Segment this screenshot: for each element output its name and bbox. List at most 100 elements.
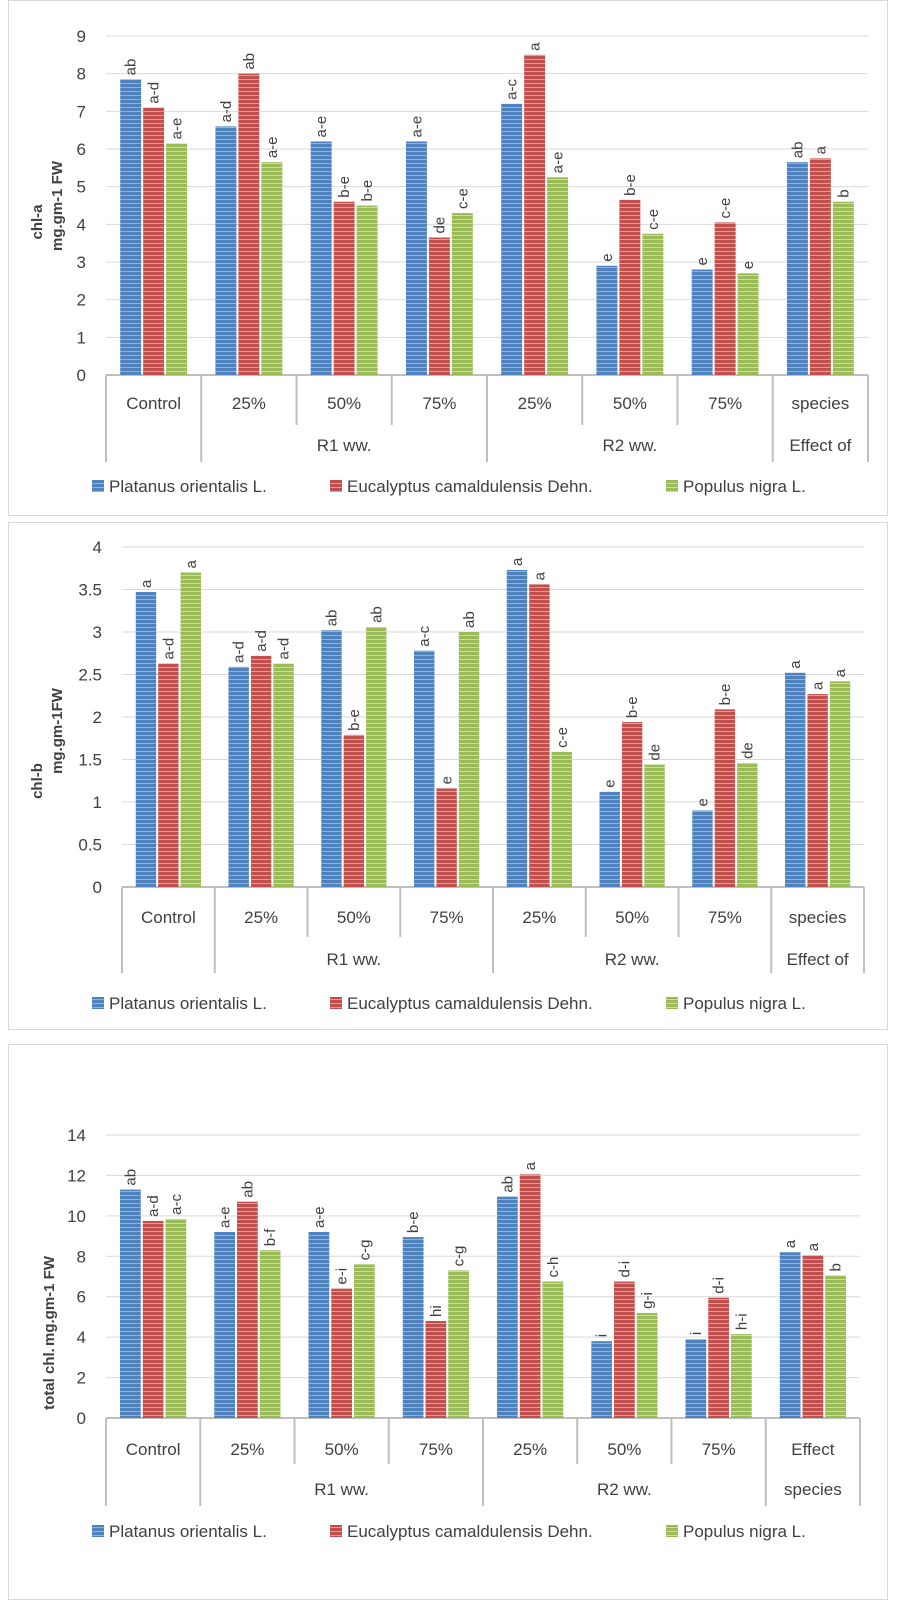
bar-platanus [591,1341,613,1418]
bar-eucalyptus [807,694,828,887]
data-label: a [812,145,829,154]
category-label: 50% [613,394,647,413]
category-label: 50% [607,1440,641,1459]
category-label: Control [126,1440,181,1459]
bar-platanus [321,630,342,887]
bar-eucalyptus [809,158,831,375]
data-label: b-e [359,180,376,202]
y-tick-label: 2 [77,291,86,310]
bar-platanus [786,162,808,375]
data-label: b-e [624,696,641,718]
data-label: c-e [454,188,471,209]
data-label: a-e [311,1206,328,1228]
legend-swatch-eucalyptus [330,997,342,1009]
bar-populus [356,205,378,375]
data-label: ab [241,53,258,70]
data-label: de [739,742,756,759]
bar-eucalyptus [331,1288,352,1418]
data-label: b-e [405,1211,422,1233]
category-label: 25% [513,1440,547,1459]
data-label: b-e [622,174,639,196]
bar-populus [451,213,473,375]
data-label: c-h [545,1257,562,1278]
data-label: a [138,579,155,588]
category-label: 25% [232,394,266,413]
data-label: c-e [645,209,662,230]
data-label: a [522,1161,539,1170]
category-label: Effect [791,1440,834,1459]
y-tick-label: 8 [77,1247,86,1266]
bar-populus [273,663,294,887]
y-tick-label: 1 [93,793,102,812]
y-tick-label: 4 [77,215,86,234]
y-axis-unit: mg.gm-1 FW [41,1255,58,1346]
category-label: 50% [325,1440,359,1459]
group-label: species [784,1480,842,1499]
data-label: a-d [276,638,293,660]
bar-populus [366,626,387,887]
data-label: c-e [554,727,571,748]
data-label: a-c [504,78,521,99]
bar-populus [825,1275,846,1418]
data-label: a [531,571,548,580]
legend-label-platanus: Platanus orientalis L. [109,1522,267,1541]
data-label: h-i [733,1313,750,1330]
data-label: a-d [253,630,270,652]
category-label: 75% [708,394,742,413]
y-tick-label: 3 [77,253,86,272]
bar-platanus [414,650,435,887]
bar-populus [542,1281,564,1418]
y-tick-label: 3 [93,623,102,642]
bar-eucalyptus [714,709,736,887]
y-tick-label: 0.5 [78,836,102,855]
legend-swatch-populus [666,997,678,1009]
y-tick-label: 9 [77,27,86,46]
data-label: c-g [451,1246,468,1267]
data-label: a [527,42,544,51]
data-label: de [647,744,664,761]
y-tick-label: 0 [77,366,86,385]
bar-platanus [135,592,157,887]
bar-platanus [120,79,142,376]
data-label: a-e [217,1206,234,1228]
legend-swatch-populus [666,480,678,492]
data-label: a-d [160,638,177,660]
category-label: 75% [430,908,464,927]
bar-platanus [785,672,806,887]
data-label: i [688,1332,705,1335]
data-label: a-c [168,1194,185,1215]
data-label: b-f [262,1228,279,1246]
legend-label-eucalyptus: Eucalyptus camaldulensis Dehn. [347,994,593,1013]
data-label: b-e [717,684,734,706]
data-label: d-i [711,1277,728,1294]
data-label: e [599,253,616,261]
bar-populus [636,1312,658,1418]
bar-populus [180,572,201,887]
data-label: a [782,1239,799,1248]
bar-populus [737,273,759,375]
y-tick-label: 8 [77,65,86,84]
data-label: a [509,557,526,566]
y-axis-title: total chl. [41,1348,58,1410]
category-label: 75% [419,1440,453,1459]
category-label: 75% [702,1440,736,1459]
bar-populus [166,143,188,375]
bar-eucalyptus [250,655,272,887]
data-label: ab [323,610,340,627]
data-label: c-e [717,198,734,219]
group-label: R1 ww. [317,436,372,455]
data-label: de [431,217,448,234]
bar-platanus [596,265,618,375]
bar-eucalyptus [621,722,643,887]
y-tick-label: 0 [77,1409,86,1428]
bar-platanus [501,103,523,376]
category-label: Control [126,394,181,413]
category-label: 25% [518,394,552,413]
legend-swatch-eucalyptus [330,1525,342,1537]
bar-populus [730,1334,752,1418]
data-label: e [740,261,757,269]
bar-platanus [310,141,332,375]
bar-eucalyptus [425,1320,447,1418]
legend-label-eucalyptus: Eucalyptus camaldulensis Dehn. [347,477,593,496]
